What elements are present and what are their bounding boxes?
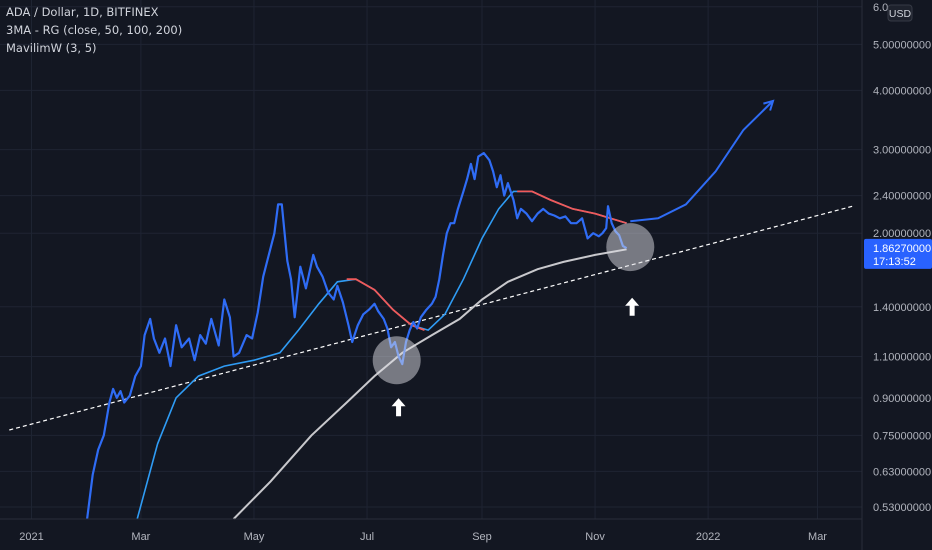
- chart-legend: ADA / Dollar, 1D, BITFINEX 3MA - RG (clo…: [6, 3, 182, 57]
- last-price-value: 1.86270000: [873, 243, 931, 255]
- series-projection: [630, 100, 774, 223]
- chart-grid: [0, 0, 862, 519]
- price-tick-label: 0.90000000: [873, 393, 931, 405]
- series-ma200: [232, 248, 627, 520]
- indicator-3ma[interactable]: 3MA - RG (close, 50, 100, 200): [6, 23, 183, 37]
- last-price-box: [864, 238, 932, 269]
- price-tick-label: 3.00000000: [873, 145, 931, 157]
- price-tick-label: 1.10000000: [873, 351, 931, 363]
- price-tick-label: 0.53000000: [873, 502, 931, 514]
- time-tick-label: May: [244, 531, 265, 543]
- price-tick-label: 4.00000000: [873, 85, 931, 97]
- highlight-circle: [372, 336, 421, 385]
- price-tick-label: 0.63000000: [873, 466, 931, 478]
- series-ma50-down: [346, 278, 425, 331]
- time-tick-label: Mar: [131, 531, 150, 543]
- time-tick-label: Nov: [585, 531, 605, 543]
- usd-badge-label: USD: [889, 8, 912, 20]
- time-tick-label: 2022: [696, 531, 720, 543]
- up-arrow-icon: [625, 297, 640, 316]
- price-tick-label: 5.00000000: [873, 39, 931, 51]
- price-tick-label: 6.0: [873, 2, 888, 14]
- projection-arrowhead: [763, 99, 775, 111]
- plot-area: [9, 99, 853, 520]
- series-price: [86, 152, 628, 520]
- series-trendline: [9, 205, 853, 431]
- currency-badge[interactable]: USD: [887, 4, 913, 22]
- price-tick-label: 1.40000000: [873, 302, 931, 314]
- symbol-title[interactable]: ADA / Dollar, 1D, BITFINEX: [6, 5, 159, 19]
- price-tick-label: 2.40000000: [873, 191, 931, 203]
- up-arrow-icon: [391, 398, 406, 417]
- price-tick-label: 2.00000000: [873, 228, 931, 240]
- price-axis[interactable]: 6.0 5.00000000 4.00000000 3.00000000 2.40000…: [873, 2, 931, 514]
- annotations: [372, 223, 655, 417]
- usd-badge-box: [887, 4, 913, 22]
- time-axis[interactable]: 2021 Mar May Jul Sep Nov 2022 Mar: [19, 531, 827, 543]
- up-arrow-shape: [625, 297, 640, 316]
- time-tick-label: Jul: [360, 531, 374, 543]
- time-tick-label: 2021: [19, 531, 43, 543]
- series-ma50-down-2: [517, 190, 627, 225]
- time-tick-label: Mar: [808, 531, 827, 543]
- indicator-mavilimw[interactable]: MavilimW (3, 5): [6, 41, 97, 55]
- countdown-timer: 17:13:52: [873, 256, 916, 268]
- highlight-circle: [606, 223, 655, 272]
- price-tick-label: 0.75000000: [873, 430, 931, 442]
- time-tick-label: Sep: [472, 531, 492, 543]
- up-arrow-shape: [391, 398, 406, 417]
